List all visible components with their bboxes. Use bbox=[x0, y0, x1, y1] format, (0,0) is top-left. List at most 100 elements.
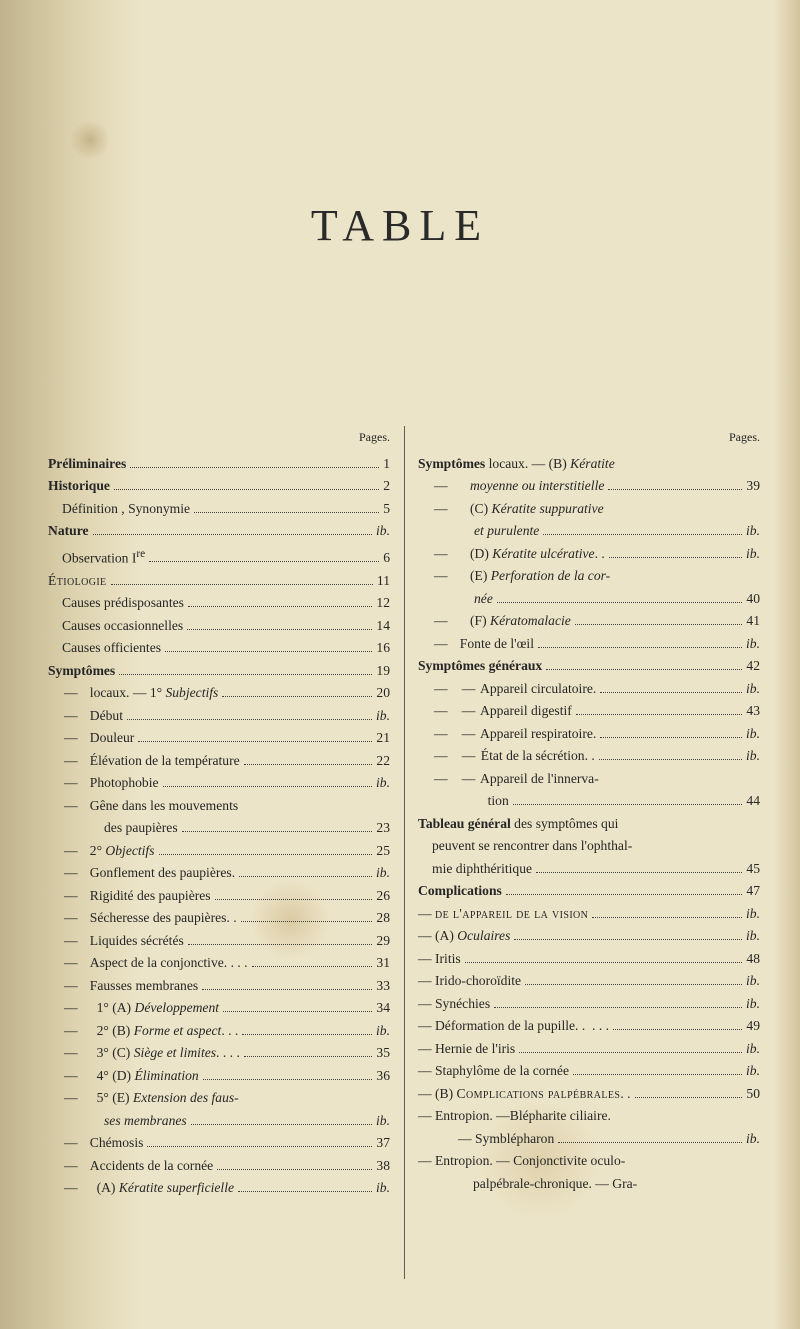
toc-entry-page: 38 bbox=[376, 1155, 390, 1178]
toc-entry: — Irido-choroïdite ib. bbox=[418, 970, 760, 993]
toc-entry-label: — Accidents de la cornée bbox=[62, 1155, 213, 1178]
toc-entry: Causes prédisposantes12 bbox=[48, 592, 390, 615]
toc-entry-page: 37 bbox=[376, 1132, 390, 1155]
toc-entry: palpébrale-chronique. — Gra- bbox=[418, 1173, 760, 1196]
toc-entry: Symptômes19 bbox=[48, 660, 390, 683]
toc-entry-page: ib. bbox=[746, 543, 760, 566]
leader-dots bbox=[252, 966, 373, 967]
toc-entry-label: — — Appareil circulatoire. bbox=[432, 678, 596, 701]
toc-column-left: Pages. Préliminaires1Historique2Définiti… bbox=[48, 426, 404, 1289]
toc-entry-page: ib. bbox=[746, 745, 760, 768]
toc-entry-page: ib. bbox=[376, 772, 390, 795]
leader-dots bbox=[222, 696, 372, 697]
toc-entry-label: Nature bbox=[48, 520, 89, 543]
toc-entry-page: ib. bbox=[746, 970, 760, 993]
toc-entry-label: Causes officientes bbox=[62, 637, 161, 660]
toc-entry-label: — 2° (B) Forme et aspect. . . bbox=[62, 1020, 238, 1043]
toc-entry: — Chémosis37 bbox=[48, 1132, 390, 1155]
foxing-spot bbox=[70, 120, 110, 160]
toc-entry-label: — Hernie de l'iris bbox=[418, 1038, 515, 1061]
toc-entry-page: 50 bbox=[746, 1083, 760, 1106]
toc-entry-page: 14 bbox=[376, 615, 390, 638]
toc-entry: — (A) Kératite superficielleib. bbox=[48, 1177, 390, 1200]
toc-entry-page: 43 bbox=[746, 700, 760, 723]
toc-entry-page: ib. bbox=[376, 1110, 390, 1133]
toc-entry: — 5° (E) Extension des faus- bbox=[48, 1087, 390, 1110]
toc-entry: née40 bbox=[418, 588, 760, 611]
toc-entry-label: — de l'appareil de la vision bbox=[418, 903, 588, 926]
toc-entry-page: 42 bbox=[746, 655, 760, 678]
leader-dots bbox=[111, 584, 373, 585]
toc-entry: — Débutib. bbox=[48, 705, 390, 728]
toc-entry: — Iritis48 bbox=[418, 948, 760, 971]
toc-entry: Symptômes locaux. — (B) Kératite bbox=[418, 453, 760, 476]
toc-entry-page: 23 bbox=[376, 817, 390, 840]
leader-dots bbox=[244, 764, 373, 765]
leader-dots bbox=[191, 1124, 372, 1125]
toc-entry-label: — 4° (D) Élimination bbox=[62, 1065, 199, 1088]
toc-entry-label: — Déformation de la pupille. . . . . bbox=[418, 1015, 609, 1038]
toc-entry-page: 47 bbox=[746, 880, 760, 903]
toc-entry-label: — Entropion. — Conjonctivite oculo- bbox=[418, 1150, 625, 1173]
toc-entry-label: — — Appareil digestif bbox=[432, 700, 572, 723]
toc-entry: Préliminaires1 bbox=[48, 453, 390, 476]
leader-dots bbox=[519, 1052, 742, 1053]
leader-dots bbox=[494, 1007, 742, 1008]
toc-entry: — Symblépharonib. bbox=[418, 1128, 760, 1151]
toc-entry-page: ib. bbox=[376, 862, 390, 885]
toc-entry-label: — — Appareil de l'innerva- bbox=[432, 768, 599, 791]
toc-entry-label: — Irido-choroïdite bbox=[418, 970, 521, 993]
toc-entry-page: 44 bbox=[746, 790, 760, 813]
toc-entry-page: ib. bbox=[746, 723, 760, 746]
toc-entry: — — Appareil circulatoire. ib. bbox=[418, 678, 760, 701]
toc-entry-label: — Symblépharon bbox=[458, 1128, 554, 1151]
leader-dots bbox=[599, 759, 742, 760]
toc-entry-page: ib. bbox=[746, 678, 760, 701]
toc-entry-label: — Fonte de l'œil bbox=[432, 633, 534, 656]
toc-entry: — moyenne ou interstitielle39 bbox=[418, 475, 760, 498]
leader-dots bbox=[188, 606, 372, 607]
toc-entry-label: — Gêne dans les mouvements bbox=[62, 795, 238, 818]
toc-entry-page: 31 bbox=[376, 952, 390, 975]
toc-entry: — (D) Kératite ulcérative. .ib. bbox=[418, 543, 760, 566]
toc-entry-label: Définition , Synonymie bbox=[62, 498, 190, 521]
toc-entry: — (E) Perforation de la cor- bbox=[418, 565, 760, 588]
toc-entry-label: — Aspect de la conjonctive. . . . bbox=[62, 952, 248, 975]
toc-entry-label: mie diphthéritique bbox=[432, 858, 532, 881]
leader-dots bbox=[635, 1097, 743, 1098]
toc-entry: — Aspect de la conjonctive. . . . 31 bbox=[48, 952, 390, 975]
toc-entry-page: 25 bbox=[376, 840, 390, 863]
toc-entry-label: Symptômes locaux. — (B) Kératite bbox=[418, 453, 615, 476]
toc-entry-label: — Fausses membranes bbox=[62, 975, 198, 998]
pages-header-right: Pages. bbox=[418, 426, 760, 449]
toc-entry: — Déformation de la pupille. . . . .49 bbox=[418, 1015, 760, 1038]
leader-dots bbox=[575, 624, 743, 625]
toc-entry-page: 36 bbox=[376, 1065, 390, 1088]
toc-entry-page: 45 bbox=[746, 858, 760, 881]
toc-entry: — Gêne dans les mouvements bbox=[48, 795, 390, 818]
toc-entry-label: — Iritis bbox=[418, 948, 461, 971]
toc-entry: Historique2 bbox=[48, 475, 390, 498]
toc-entry-label: et purulente bbox=[474, 520, 539, 543]
toc-entry-label: — (B) Complications palpébrales. . bbox=[418, 1083, 631, 1106]
toc-entry-label: — moyenne ou interstitielle bbox=[432, 475, 604, 498]
leader-dots bbox=[609, 557, 742, 558]
leader-dots bbox=[506, 894, 743, 895]
toc-entry: — Douleur21 bbox=[48, 727, 390, 750]
toc-entry: — Fausses membranes33 bbox=[48, 975, 390, 998]
toc-entry-page: 28 bbox=[376, 907, 390, 930]
toc-entry-page: 20 bbox=[376, 682, 390, 705]
toc-entry-label: Causes prédisposantes bbox=[62, 592, 184, 615]
toc-entry: — Staphylôme de la cornéeib. bbox=[418, 1060, 760, 1083]
leader-dots bbox=[543, 534, 742, 535]
toc-entry-label: — 3° (C) Siège et limites. . . . bbox=[62, 1042, 240, 1065]
leader-dots bbox=[242, 1034, 372, 1035]
toc-entry-page: 19 bbox=[376, 660, 390, 683]
toc-entry-page: 26 bbox=[376, 885, 390, 908]
toc-entry: peuvent se rencontrer dans l'ophthal- bbox=[418, 835, 760, 858]
toc-entry-page: ib. bbox=[376, 705, 390, 728]
leader-dots bbox=[182, 831, 373, 832]
toc-entry-label: — (A) Oculaires bbox=[418, 925, 510, 948]
leader-dots bbox=[536, 872, 742, 873]
toc-entry-label: des paupières bbox=[104, 817, 178, 840]
